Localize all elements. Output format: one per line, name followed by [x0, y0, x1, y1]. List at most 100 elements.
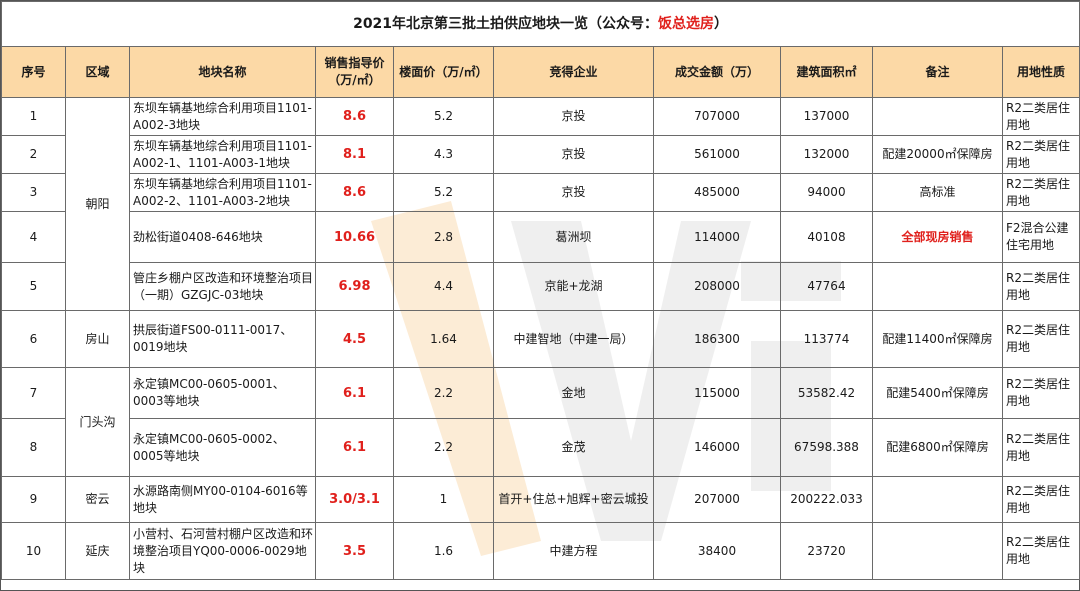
cell-price: 8.1 [315, 135, 394, 174]
table-row: 6 房山 拱辰街道FS00-0111-0017、0019地块 4.5 1.64 … [1, 310, 1080, 368]
table-row: 3 东坝车辆基地综合利用项目1101-A002-2、1101-A003-2地块 … [1, 173, 1080, 212]
header-name: 地块名称 [129, 46, 316, 98]
table-row: 5 管庄乡棚户区改造和环境整治项目（一期）GZGJC-03地块 6.98 4.4… [1, 262, 1080, 311]
title-brand: 饭总选房 [658, 15, 715, 32]
cell-floor-price: 2.8 [393, 211, 494, 263]
cell-use: R2二类居住用地 [1001, 367, 1080, 419]
cell-name: 东坝车辆基地综合利用项目1101-A002-3地块 [129, 97, 316, 136]
title-main: 2021年北京第三批土拍供应地块一览（公众号： [353, 15, 659, 32]
cell-no: 5 [1, 262, 66, 311]
cell-deal: 146000 [653, 418, 781, 477]
cell-note: 配建11400㎡保障房 [872, 310, 1003, 368]
cell-name: 劲松街道0408-646地块 [129, 211, 316, 263]
cell-price: 4.5 [315, 310, 394, 368]
cell-deal: 115000 [653, 367, 781, 419]
cell-district: 延庆 [65, 522, 130, 580]
cell-use: F2混合公建住宅用地 [1001, 211, 1080, 263]
header-district: 区域 [65, 46, 130, 98]
cell-area: 47764 [780, 262, 873, 311]
cell-district: 朝阳 [65, 97, 130, 311]
cell-winner: 京投 [493, 173, 654, 212]
cell-floor-price: 4.4 [393, 262, 494, 311]
header-winner: 竞得企业 [493, 46, 654, 98]
cell-use: R2二类居住用地 [1001, 262, 1080, 311]
header-price: 销售指导价（万/㎡） [315, 46, 394, 98]
cell-name: 东坝车辆基地综合利用项目1101-A002-1、1101-A003-1地块 [129, 135, 316, 174]
cell-no: 7 [1, 367, 66, 419]
cell-floor-price: 1.6 [393, 522, 494, 580]
cell-area: 113774 [780, 310, 873, 368]
cell-winner: 葛洲坝 [493, 211, 654, 263]
cell-use: R2二类居住用地 [1001, 310, 1080, 368]
cell-area: 23720 [780, 522, 873, 580]
cell-deal: 186300 [653, 310, 781, 368]
cell-note: 配建6800㎡保障房 [872, 418, 1003, 477]
cell-winner: 京投 [493, 135, 654, 174]
cell-floor-price: 2.2 [393, 418, 494, 477]
cell-area: 137000 [780, 97, 873, 136]
cell-use: R2二类居住用地 [1001, 522, 1080, 580]
cell-floor-price: 1 [393, 476, 494, 523]
cell-district: 房山 [65, 310, 130, 368]
cell-no: 2 [1, 135, 66, 174]
header-note: 备注 [872, 46, 1003, 98]
cell-area: 94000 [780, 173, 873, 212]
cell-area: 132000 [780, 135, 873, 174]
cell-area: 53582.42 [780, 367, 873, 419]
cell-name: 永定镇MC00-0605-0001、0003等地块 [129, 367, 316, 419]
cell-floor-price: 1.64 [393, 310, 494, 368]
cell-note: 全部现房销售 [872, 211, 1003, 263]
cell-name: 小营村、石河营村棚户区改造和环境整治项目YQ00-0006-0029地块 [129, 522, 316, 580]
cell-deal: 114000 [653, 211, 781, 263]
header-row: 序号 区域 地块名称 销售指导价（万/㎡） 楼面价（万/㎡） 竞得企业 成交金额… [1, 46, 1080, 98]
cell-district: 门头沟 [65, 367, 130, 477]
header-use: 用地性质 [1001, 46, 1080, 98]
header-area: 建筑面积㎡ [780, 46, 873, 98]
header-deal: 成交金额（万） [653, 46, 781, 98]
cell-no: 1 [1, 97, 66, 136]
cell-price: 10.66 [315, 211, 394, 263]
cell-area: 200222.033 [780, 476, 873, 523]
header-floor-price: 楼面价（万/㎡） [393, 46, 494, 98]
cell-deal: 561000 [653, 135, 781, 174]
cell-no: 8 [1, 418, 66, 477]
cell-use: R2二类居住用地 [1001, 97, 1080, 136]
cell-note: 配建5400㎡保障房 [872, 367, 1003, 419]
cell-note [872, 97, 1003, 136]
cell-deal: 38400 [653, 522, 781, 580]
table-row: 10 延庆 小营村、石河营村棚户区改造和环境整治项目YQ00-0006-0029… [1, 522, 1080, 580]
cell-name: 永定镇MC00-0605-0002、0005等地块 [129, 418, 316, 477]
cell-floor-price: 2.2 [393, 367, 494, 419]
cell-note [872, 476, 1003, 523]
cell-name: 水源路南侧MY00-0104-6016等地块 [129, 476, 316, 523]
table-row: 8 永定镇MC00-0605-0002、0005等地块 6.1 2.2 金茂 1… [1, 418, 1080, 477]
cell-floor-price: 4.3 [393, 135, 494, 174]
cell-winner: 中建方程 [493, 522, 654, 580]
cell-deal: 208000 [653, 262, 781, 311]
table-row: 2 东坝车辆基地综合利用项目1101-A002-1、1101-A003-1地块 … [1, 135, 1080, 174]
cell-price: 8.6 [315, 173, 394, 212]
cell-price: 3.5 [315, 522, 394, 580]
table-row: 1 朝阳 东坝车辆基地综合利用项目1101-A002-3地块 8.6 5.2 京… [1, 97, 1080, 311]
cell-use: R2二类居住用地 [1001, 173, 1080, 212]
cell-no: 9 [1, 476, 66, 523]
header-no: 序号 [1, 46, 66, 98]
cell-no: 4 [1, 211, 66, 263]
cell-note: 配建20000㎡保障房 [872, 135, 1003, 174]
table-row: 4 劲松街道0408-646地块 10.66 2.8 葛洲坝 114000 40… [1, 211, 1080, 263]
cell-no: 3 [1, 173, 66, 212]
cell-price: 6.98 [315, 262, 394, 311]
cell-note [872, 262, 1003, 311]
cell-deal: 207000 [653, 476, 781, 523]
cell-area: 67598.388 [780, 418, 873, 477]
cell-floor-price: 5.2 [393, 97, 494, 136]
cell-deal: 485000 [653, 173, 781, 212]
cell-winner: 首开+住总+旭辉+密云城投 [493, 476, 654, 523]
cell-name: 管庄乡棚户区改造和环境整治项目（一期）GZGJC-03地块 [129, 262, 316, 311]
title-end: ） [714, 15, 729, 32]
cell-price: 8.6 [315, 97, 394, 136]
cell-area: 40108 [780, 211, 873, 263]
cell-price: 6.1 [315, 367, 394, 419]
cell-name: 东坝车辆基地综合利用项目1101-A002-2、1101-A003-2地块 [129, 173, 316, 212]
